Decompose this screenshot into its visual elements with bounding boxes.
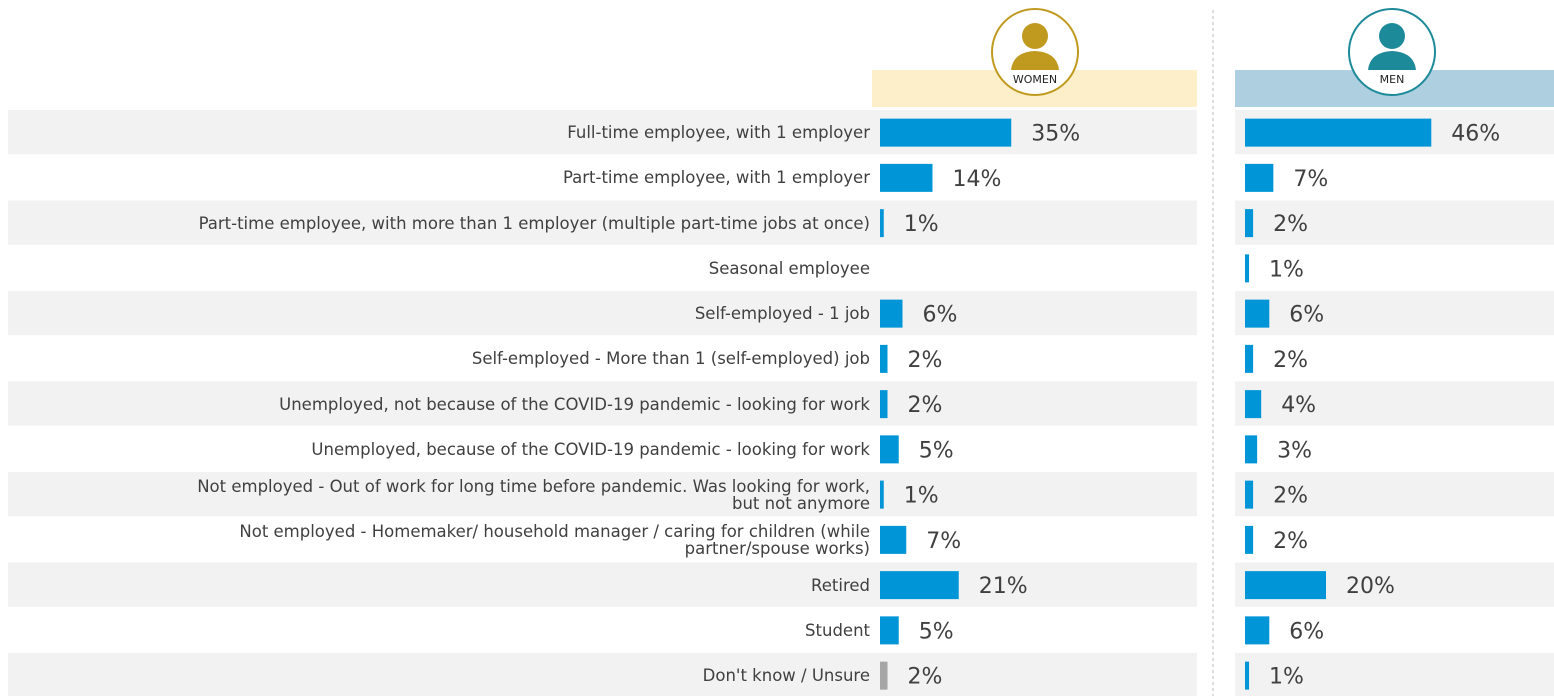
category-label: Part-time employee, with 1 employer: [562, 168, 870, 188]
icon-body: [1011, 51, 1059, 70]
bar: [880, 344, 888, 373]
bar: [1245, 163, 1274, 192]
row-band: [8, 472, 1197, 517]
data-label: 14%: [953, 167, 1002, 192]
data-label: 2%: [1273, 348, 1308, 373]
category-label: Unemployed, because of the COVID-19 pand…: [311, 439, 870, 459]
bar: [880, 480, 884, 509]
data-label: 46%: [1451, 122, 1500, 147]
category-label: Unemployed, not because of the COVID-19 …: [279, 394, 870, 414]
bar: [1245, 209, 1254, 238]
bar: [1245, 390, 1262, 419]
bar: [880, 390, 888, 419]
data-label: 6%: [1289, 619, 1324, 644]
series-icon: MEN: [1348, 8, 1436, 96]
bar: [1245, 480, 1254, 509]
legend-label: WOMEN: [1013, 73, 1057, 86]
bar: [880, 571, 959, 600]
row-band: [1235, 200, 1554, 245]
data-label: 2%: [908, 348, 943, 373]
bar: [1245, 661, 1250, 690]
series-icon: WOMEN: [991, 8, 1079, 96]
category-label: Seasonal employee: [708, 258, 870, 278]
data-label: 21%: [979, 574, 1028, 599]
data-label: 2%: [1273, 484, 1308, 509]
bar: [880, 163, 933, 192]
bar: [880, 209, 884, 238]
category-label: Self-employed - 1 job: [694, 304, 870, 324]
icon-body: [1368, 51, 1416, 70]
category-label: Part-time employee, with more than 1 emp…: [198, 213, 870, 233]
bar: [1245, 254, 1250, 283]
category-label: Self-employed - More than 1 (self-employ…: [471, 349, 870, 369]
bar: [880, 616, 899, 645]
row-band: [8, 381, 1197, 426]
bar: [1245, 616, 1270, 645]
bar: [880, 435, 899, 464]
row-band: [1235, 381, 1554, 426]
data-label: 7%: [926, 529, 961, 554]
bar: [1245, 435, 1258, 464]
category-label: Student: [805, 620, 870, 640]
data-label: 2%: [1273, 212, 1308, 237]
data-label: 1%: [1269, 257, 1304, 282]
bar: [880, 299, 903, 328]
data-label: 7%: [1293, 167, 1328, 192]
row-band: [1235, 291, 1554, 336]
data-label: 3%: [1277, 438, 1312, 463]
data-label: 2%: [908, 665, 943, 690]
bar: [1245, 299, 1270, 328]
data-label: 2%: [1273, 529, 1308, 554]
category-label: Not employed - Homemaker/ household mana…: [239, 521, 870, 558]
data-label: 5%: [919, 438, 954, 463]
data-label: 1%: [904, 212, 939, 237]
row-band: [1235, 653, 1554, 696]
row-band: [8, 562, 1197, 607]
data-label: 4%: [1281, 393, 1316, 418]
row-band: [8, 291, 1197, 336]
category-label: Not employed - Out of work for long time…: [197, 476, 870, 513]
row-band: [8, 653, 1197, 696]
data-label: 5%: [919, 619, 954, 644]
data-label: 6%: [1289, 303, 1324, 328]
data-label: 6%: [923, 303, 958, 328]
data-label: 35%: [1031, 122, 1080, 147]
data-label: 2%: [908, 393, 943, 418]
category-label: Don't know / Unsure: [702, 666, 870, 686]
data-label: 20%: [1346, 574, 1395, 599]
bar: [1245, 571, 1326, 600]
category-label: Full-time employee, with 1 employer: [567, 123, 870, 143]
bar: [1245, 525, 1254, 554]
icon-head: [1379, 23, 1405, 49]
data-label: 1%: [904, 484, 939, 509]
data-label: 1%: [1269, 665, 1304, 690]
bar: [1245, 118, 1432, 147]
icon-head: [1022, 23, 1048, 49]
row-band: [1235, 472, 1554, 517]
row-band: [8, 200, 1197, 245]
bar: [880, 661, 888, 690]
bar: [1245, 344, 1254, 373]
bar: [880, 118, 1012, 147]
bar: [880, 525, 907, 554]
legend-label: MEN: [1380, 73, 1405, 86]
category-label: Retired: [811, 575, 870, 595]
